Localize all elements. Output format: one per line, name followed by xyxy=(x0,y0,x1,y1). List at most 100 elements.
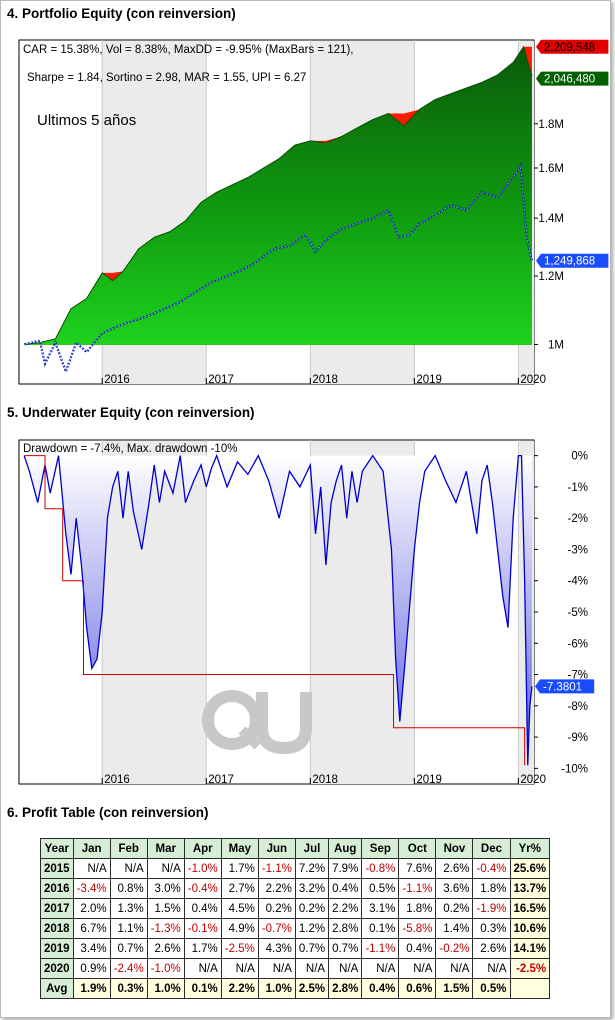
profit-table-cell: 2.8% xyxy=(328,918,363,939)
profit-table-cell: -0.4% xyxy=(472,858,511,879)
peak-equity-label-box xyxy=(536,39,609,54)
profit-table-year: 2020 xyxy=(40,958,74,979)
profit-table-header-cell: Sep xyxy=(361,838,400,859)
profit-table-cell: 3.4% xyxy=(72,938,111,959)
profit-table-year: 2019 xyxy=(40,938,74,959)
profit-table-cell: -1.3% xyxy=(146,918,185,939)
profit-table-cell: N/A xyxy=(109,858,148,879)
profit-table-cell: 0.3% xyxy=(472,918,511,939)
y-tick-label: -4% xyxy=(568,576,588,588)
profit-table-cell: 3.1% xyxy=(361,898,400,919)
profit-table-avg-label: Avg xyxy=(40,978,74,999)
profit-table-cell: 0.7% xyxy=(294,938,330,959)
profit-table-cell: 0.8% xyxy=(109,878,148,899)
profit-table-year-total: -2.5% xyxy=(509,958,551,979)
x-tick-label: 2016 xyxy=(104,374,130,386)
profit-table-cell: N/A xyxy=(72,858,111,879)
profit-table-cell: 2.2% xyxy=(328,898,363,919)
profit-table-year: 2015 xyxy=(40,858,74,879)
profit-table-header: Year Jan Feb Mar Apr May Jun Jul Aug Sep Oct Nov Dec… xyxy=(40,838,551,859)
profit-table-cell: 1.4% xyxy=(435,918,474,939)
profit-table-cell: -0.1% xyxy=(183,918,222,939)
peak-equity-label: 2,209,548 xyxy=(544,42,595,54)
profit-table-avg-cell: 2.5% xyxy=(294,978,330,999)
equity-line xyxy=(24,45,533,345)
watermark-logo-u xyxy=(256,692,312,755)
profit-table-avg-cell: 2.2% xyxy=(220,978,259,999)
profit-table-avg-cell: 0.3% xyxy=(109,978,148,999)
profit-table-row: 2016 -3.4% 0.8% 3.0% -0.4% 2.7% 2.2% 3.2% 0.4% 0.… xyxy=(40,878,551,899)
profit-table-cell: N/A xyxy=(398,958,437,979)
profit-table-header-cell: Yr% xyxy=(509,838,551,859)
profit-table-cell: 3.6% xyxy=(435,878,474,899)
profit-table-cell: 1.2% xyxy=(294,918,330,939)
profit-table-cell: 7.6% xyxy=(398,858,437,879)
profit-table-header-cell: Dec xyxy=(472,838,511,859)
y-tick-label: 1M xyxy=(548,339,564,351)
profit-table-cell: 4.9% xyxy=(220,918,259,939)
profit-table-avg-cell xyxy=(509,978,551,999)
profit-table-header-cell: Feb xyxy=(109,838,148,859)
profit-table-cell: -1.1% xyxy=(398,878,437,899)
profit-table-cell: N/A xyxy=(220,958,259,979)
profit-table-cell: -1.1% xyxy=(257,858,296,879)
profit-table-cell: 1.8% xyxy=(398,898,437,919)
profit-table-cell: N/A xyxy=(146,858,185,879)
profit-table-cell: 4.5% xyxy=(220,898,259,919)
profit-table-cell: 0.2% xyxy=(294,898,330,919)
y-tick-label: -2% xyxy=(568,513,588,525)
y-tick-label: 1.4M xyxy=(538,213,564,225)
profit-table-cell: 2.6% xyxy=(435,858,474,879)
profit-table-header-cell: Jan xyxy=(72,838,111,859)
y-tick-label: 0% xyxy=(571,451,588,463)
profit-table-row: 2020 0.9% -2.4% -1.0% N/A N/A N/A N/A N/A N/A N/A N… xyxy=(40,958,551,979)
profit-table-cell: N/A xyxy=(183,958,222,979)
underwater-stats-line: Drawdown = -7.4%, Max. drawdown -10% xyxy=(23,443,237,455)
profit-table-cell: 1.8% xyxy=(472,878,511,899)
y-tick-label: -7% xyxy=(568,670,588,682)
y-tick-label: -10% xyxy=(561,763,588,775)
underwater-section-title: 5. Underwater Equity (con reinversion) xyxy=(7,405,255,420)
profit-table-year: 2016 xyxy=(40,878,74,899)
watermark-logo-q-tail xyxy=(238,726,262,750)
profit-table-header-cell: Apr xyxy=(183,838,222,859)
profit-table: Year Jan Feb Mar Apr May Jun Jul Aug Sep Oct Nov Dec… xyxy=(40,838,551,999)
profit-table-cell: 2.6% xyxy=(146,938,185,959)
profit-table-cell: -1.0% xyxy=(183,858,222,879)
y-tick-label: -6% xyxy=(568,638,588,650)
profit-table-cell: N/A xyxy=(294,958,330,979)
profit-table-cell: 7.9% xyxy=(328,858,363,879)
profit-table-cell: 3.2% xyxy=(294,878,330,899)
profit-table-row: 2018 6.7% 1.1% -1.3% -0.1% 4.9% -0.7% 1.2% 2.8% 0… xyxy=(40,918,551,939)
profit-table-cell: 0.5% xyxy=(361,878,400,899)
profit-table-cell: 0.4% xyxy=(398,938,437,959)
profit-table-year: 2017 xyxy=(40,898,74,919)
y-tick-label: -9% xyxy=(568,732,588,744)
y-tick-label: -3% xyxy=(568,544,588,556)
equity-section-title: 4. Portfolio Equity (con reinversion) xyxy=(7,6,236,21)
equity-stats-line-1: CAR = 15.38%, Vol = 8.38%, MaxDD = -9.95… xyxy=(23,44,353,56)
profit-table-cell: 7.2% xyxy=(294,858,330,879)
x-tick-label: 2017 xyxy=(208,774,234,786)
profit-table-cell: 1.1% xyxy=(109,918,148,939)
profit-table-cell: N/A xyxy=(328,958,363,979)
x-tick-label: 2019 xyxy=(416,374,442,386)
profit-table-header-cell: Aug xyxy=(328,838,363,859)
max-drawdown-line xyxy=(24,455,526,766)
profit-table-row: 2019 3.4% 0.7% 2.6% 1.7% -2.5% 4.3% 0.7% 0.7% -1.… xyxy=(40,938,551,959)
profit-table-cell: -1.1% xyxy=(361,938,400,959)
y-tick-label: -8% xyxy=(568,701,588,713)
year-band xyxy=(102,441,207,784)
profit-table-cell: 2.6% xyxy=(472,938,511,959)
equity-annotation: Ultimos 5 años xyxy=(37,112,136,129)
benchmark-label: 1,249,868 xyxy=(544,256,595,268)
profit-table-cell: -3.4% xyxy=(72,878,111,899)
equity-label-box xyxy=(536,71,609,86)
profit-table-avg-cell: 0.1% xyxy=(183,978,222,999)
benchmark-line-highlight xyxy=(24,164,533,373)
profit-table-cell: -1.0% xyxy=(146,958,185,979)
profit-table-cell: 1.7% xyxy=(183,938,222,959)
x-tick-label: 2017 xyxy=(208,374,234,386)
y-tick-label: 1.2M xyxy=(538,271,564,283)
profit-table-header-cell: May xyxy=(220,838,259,859)
